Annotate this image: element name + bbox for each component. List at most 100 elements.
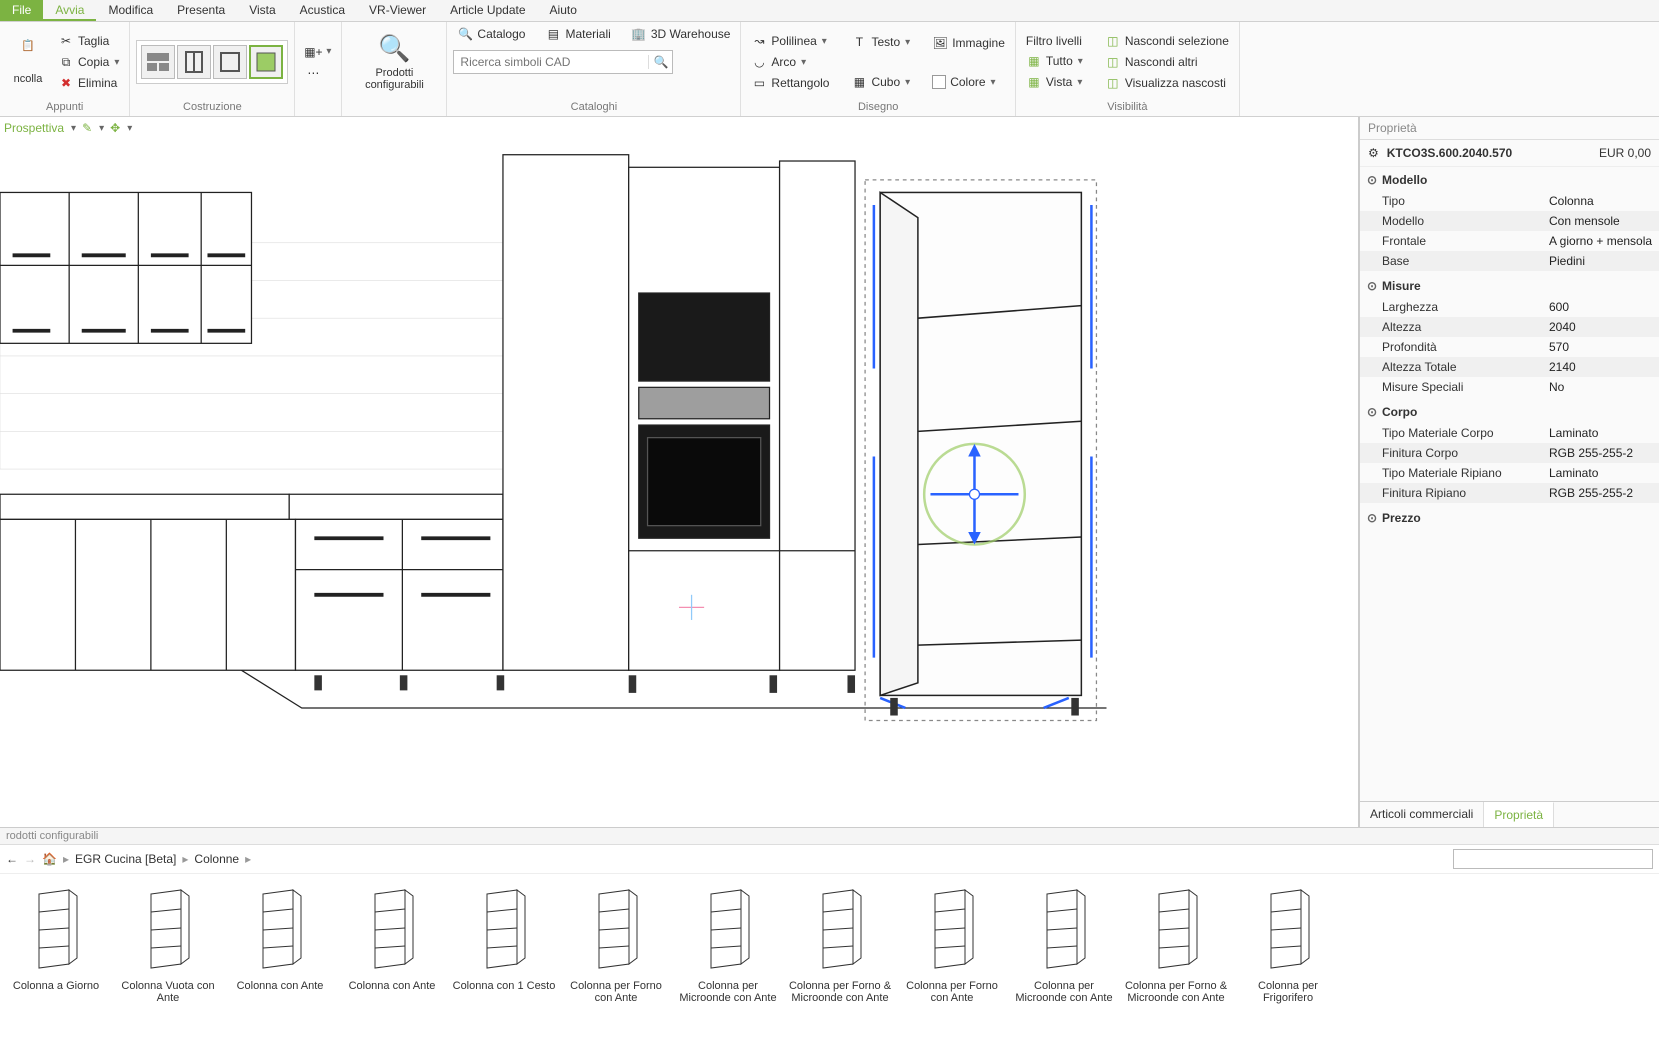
browser-item[interactable]: Colonna a Giorno xyxy=(0,880,112,1031)
view-options-icon[interactable]: ✥ xyxy=(110,121,120,135)
materials-button[interactable]: ▤Materiali xyxy=(541,24,614,44)
window-tool[interactable] xyxy=(213,45,247,79)
prop-row[interactable]: Tipo Materiale CorpoLaminato xyxy=(1360,423,1659,443)
prop-row[interactable]: Finitura CorpoRGB 255-255-2 xyxy=(1360,443,1659,463)
catalog-button[interactable]: 🔍Catalogo xyxy=(453,24,529,44)
prop-row[interactable]: Altezza Totale2140 xyxy=(1360,357,1659,377)
prop-row[interactable]: Profondità570 xyxy=(1360,337,1659,357)
prop-row[interactable]: ModelloCon mensole xyxy=(1360,211,1659,231)
crumb-category[interactable]: Colonne xyxy=(194,852,239,866)
prop-row[interactable]: BasePiedini xyxy=(1360,251,1659,271)
tab-commercial[interactable]: Articoli commerciali xyxy=(1360,802,1484,827)
warehouse-label: 3D Warehouse xyxy=(651,27,731,41)
browser-item[interactable]: Colonna per Microonde con Ante xyxy=(1008,880,1120,1031)
props-section-prezzo[interactable]: ⊙Prezzo xyxy=(1360,507,1659,529)
menu-acustica[interactable]: Acustica xyxy=(288,0,357,21)
props-section-corpo[interactable]: ⊙Corpo xyxy=(1360,401,1659,423)
menu-aiuto[interactable]: Aiuto xyxy=(538,0,589,21)
room-tool[interactable] xyxy=(249,45,283,79)
prop-row[interactable]: Altezza2040 xyxy=(1360,317,1659,337)
item-thumbnail xyxy=(1034,884,1094,974)
browser-item[interactable]: Colonna per Forno & Microonde con Ante xyxy=(1120,880,1232,1031)
browser-item[interactable]: Colonna per Forno con Ante xyxy=(560,880,672,1031)
door-tool[interactable] xyxy=(177,45,211,79)
crumb-root[interactable]: EGR Cucina [Beta] xyxy=(75,852,176,866)
config-options-button[interactable]: ⋯ xyxy=(301,63,335,83)
prop-label: Tipo xyxy=(1382,194,1549,208)
show-hidden-button[interactable]: ◫Visualizza nascosti xyxy=(1101,73,1233,93)
prop-row[interactable]: Tipo Materiale RipianoLaminato xyxy=(1360,463,1659,483)
prop-row[interactable]: Finitura RipianoRGB 255-255-2 xyxy=(1360,483,1659,503)
text-button[interactable]: TTesto▾ xyxy=(847,32,914,52)
construction-group-label: Costruzione xyxy=(136,100,288,114)
copy-button[interactable]: ⧉ Copia▾ xyxy=(54,52,123,72)
insert-config-button[interactable]: ▦+▾ xyxy=(301,42,335,62)
edit-view-icon[interactable]: ✎ xyxy=(82,121,92,135)
nav-fwd-icon[interactable]: → xyxy=(24,852,36,866)
cut-button[interactable]: ✂ Taglia xyxy=(54,31,123,51)
hide-selection-button[interactable]: ◫Nascondi selezione xyxy=(1101,31,1233,51)
item-label: Colonna per Microonde con Ante xyxy=(676,980,780,1004)
paste-label: ncolla xyxy=(14,73,43,85)
menu-article-update[interactable]: Article Update xyxy=(438,0,537,21)
browser-item[interactable]: Colonna per Forno & Microonde con Ante xyxy=(784,880,896,1031)
prop-value: No xyxy=(1549,380,1659,394)
browser-item[interactable]: Colonna con 1 Cesto xyxy=(448,880,560,1031)
browser-search-input[interactable] xyxy=(1453,849,1653,869)
arc-button[interactable]: ◡Arco▾ xyxy=(747,52,833,72)
wall-tool[interactable] xyxy=(141,45,175,79)
menu-modifica[interactable]: Modifica xyxy=(96,0,165,21)
nav-back-icon[interactable]: ← xyxy=(6,852,18,866)
browser-item[interactable]: Colonna con Ante xyxy=(224,880,336,1031)
browser-item[interactable]: Colonna con Ante xyxy=(336,880,448,1031)
prop-row[interactable]: FrontaleA giorno + mensola xyxy=(1360,231,1659,251)
color-button[interactable]: Colore▾ xyxy=(928,73,1009,91)
delete-button[interactable]: ✖ Elimina xyxy=(54,73,123,93)
cad-search-button[interactable]: 🔍 xyxy=(648,55,672,69)
home-icon[interactable]: 🏠 xyxy=(42,852,57,866)
menu-avvia[interactable]: Avvia xyxy=(43,0,96,21)
browser-item[interactable]: Colonna per Frigorifero xyxy=(1232,880,1344,1031)
catalogs-group-label: Cataloghi xyxy=(453,100,734,114)
vista-button[interactable]: ▦Vista▾ xyxy=(1022,72,1087,92)
prop-row[interactable]: TipoColonna xyxy=(1360,191,1659,211)
warehouse-button[interactable]: 🏢3D Warehouse xyxy=(627,24,735,44)
menu-file[interactable]: File xyxy=(0,0,43,21)
prop-row[interactable]: Larghezza600 xyxy=(1360,297,1659,317)
browser-item[interactable]: Colonna Vuota con Ante xyxy=(112,880,224,1031)
product-browser: rodotti configurabili ← → 🏠 ▸ EGR Cucina… xyxy=(0,827,1659,1037)
polyline-button[interactable]: ↝Polilinea▾ xyxy=(747,31,833,51)
plus-box-icon: ▦+ xyxy=(305,44,321,60)
text-icon: T xyxy=(851,34,867,50)
all-button[interactable]: ▦Tutto▾ xyxy=(1022,51,1087,71)
props-section-modello[interactable]: ⊙Modello xyxy=(1360,169,1659,191)
ribbon-group-catalogs: 🔍Catalogo ▤Materiali 🏢3D Warehouse 🔍 Cat… xyxy=(447,22,741,116)
hide-others-button[interactable]: ◫Nascondi altri xyxy=(1101,52,1233,72)
paste-button[interactable]: 📋 ncolla xyxy=(6,37,50,87)
catalog-label: Catalogo xyxy=(477,27,525,41)
chevron-down-icon: ⊙ xyxy=(1366,279,1378,293)
prop-value: Con mensole xyxy=(1549,214,1659,228)
image-button[interactable]: 🖼Immagine xyxy=(928,33,1009,53)
grid-icon: ▦ xyxy=(1026,53,1042,69)
products-button[interactable]: 🔍 Prodotti configurabili xyxy=(348,31,440,93)
tab-properties[interactable]: Proprietà xyxy=(1484,802,1554,827)
item-label: Colonna con Ante xyxy=(237,980,324,992)
viewport[interactable]: Prospettiva ▾ ✎▾ ✥▾ xyxy=(0,117,1359,827)
cad-search-input[interactable] xyxy=(454,55,648,69)
props-section-misure[interactable]: ⊙Misure xyxy=(1360,275,1659,297)
options-icon: ⋯ xyxy=(305,65,321,81)
menu-presenta[interactable]: Presenta xyxy=(165,0,237,21)
browser-item[interactable]: Colonna per Microonde con Ante xyxy=(672,880,784,1031)
viewport-mode-dropdown[interactable]: ▾ xyxy=(71,123,76,134)
menu-vista[interactable]: Vista xyxy=(237,0,287,21)
filter-levels-button[interactable]: Filtro livelli xyxy=(1022,32,1087,50)
prop-row[interactable]: Misure SpecialiNo xyxy=(1360,377,1659,397)
cube-button[interactable]: ▦Cubo▾ xyxy=(847,72,914,92)
menu-vrviewer[interactable]: VR-Viewer xyxy=(357,0,438,21)
viewport-canvas xyxy=(0,117,1358,746)
chevron-down-icon: ⊙ xyxy=(1366,405,1378,419)
rectangle-button[interactable]: ▭Rettangolo xyxy=(747,73,833,93)
browser-item[interactable]: Colonna per Forno con Ante xyxy=(896,880,1008,1031)
prop-label: Finitura Ripiano xyxy=(1382,486,1549,500)
